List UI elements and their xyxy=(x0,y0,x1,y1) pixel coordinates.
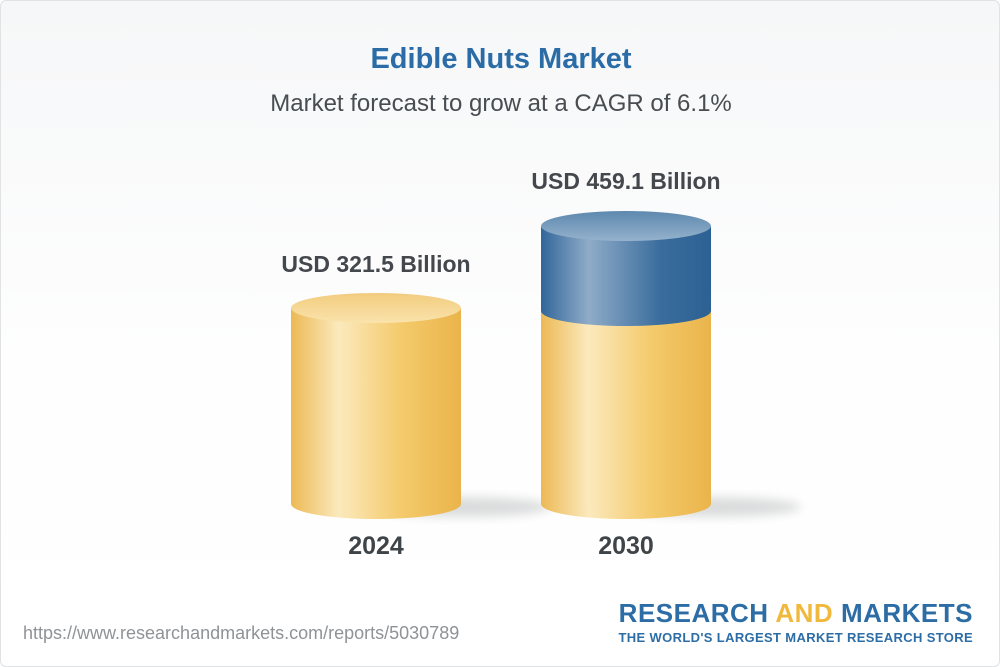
bar-2030-growth-segment xyxy=(541,226,711,326)
chart-title: Edible Nuts Market xyxy=(370,43,632,75)
value-label-2030: USD 459.1 Billion xyxy=(531,168,721,194)
company-logo: RESEARCH AND MARKETS THE WORLD'S LARGEST… xyxy=(619,600,974,645)
logo-and: AND xyxy=(775,598,834,628)
bar-2030-base-segment xyxy=(541,311,711,519)
logo-tagline: THE WORLD'S LARGEST MARKET RESEARCH STOR… xyxy=(618,630,973,645)
logo-wordmark: RESEARCH AND MARKETS xyxy=(619,600,974,626)
bar-2030-cylinder xyxy=(541,211,711,519)
logo-markets: MARKETS xyxy=(840,598,973,628)
year-label-2030: 2030 xyxy=(598,532,654,560)
chart-subtitle: Market forecast to grow at a CAGR of 6.1… xyxy=(270,90,732,117)
value-label-2024: USD 321.5 Billion xyxy=(281,251,471,277)
bar-2024-cylinder xyxy=(291,293,461,519)
report-url[interactable]: https://www.researchandmarkets.com/repor… xyxy=(23,623,460,643)
year-label-2024: 2024 xyxy=(348,532,404,560)
logo-research: RESEARCH xyxy=(618,598,769,628)
